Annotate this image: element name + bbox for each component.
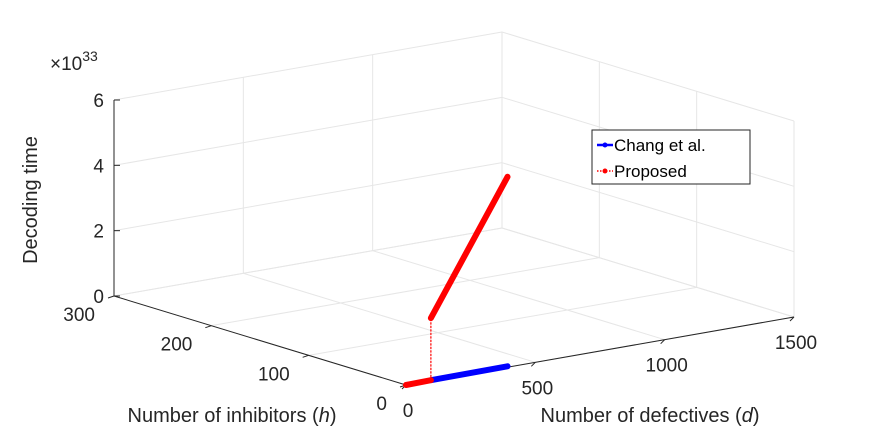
y-tick-label: 0 bbox=[376, 394, 387, 415]
x-axis-label: Number of defectives (d) bbox=[541, 405, 760, 427]
z-tick-label: 6 bbox=[93, 91, 104, 112]
y-tick-mark bbox=[107, 295, 115, 299]
grid-line bbox=[113, 31, 503, 101]
legend: Chang et al. Proposed bbox=[591, 129, 751, 185]
x-tick-label: 1500 bbox=[775, 333, 817, 354]
legend-marker-proposed bbox=[602, 168, 608, 174]
grid-line bbox=[113, 162, 503, 232]
legend-marker-chang bbox=[602, 142, 608, 148]
grid-line bbox=[501, 162, 795, 253]
x-tick-mark bbox=[789, 316, 795, 322]
x-tick-label: 0 bbox=[403, 401, 414, 422]
legend-label-proposed: Proposed bbox=[614, 162, 687, 181]
x-tick-mark bbox=[530, 361, 536, 367]
series-line bbox=[427, 173, 511, 322]
y-tick-mark bbox=[205, 325, 212, 329]
grid-line bbox=[501, 31, 795, 122]
y-axis-line bbox=[113, 295, 407, 386]
legend-box bbox=[591, 129, 751, 185]
grid-line bbox=[113, 96, 503, 166]
y-axis-label: Number of inhibitors (h) bbox=[128, 405, 337, 427]
series-line bbox=[427, 363, 511, 384]
z-axis-label: Decoding time bbox=[20, 136, 42, 264]
series-line bbox=[403, 377, 434, 388]
grid-line bbox=[372, 250, 665, 341]
grid bbox=[113, 31, 795, 386]
x-tick-mark bbox=[660, 339, 666, 345]
y-tick-label: 300 bbox=[63, 305, 95, 326]
z-tick-label: 0 bbox=[93, 287, 104, 308]
grid-line bbox=[211, 257, 600, 327]
grid-line bbox=[308, 286, 697, 356]
y-tick-label: 100 bbox=[258, 364, 290, 385]
grid-line bbox=[243, 272, 536, 363]
data-series bbox=[403, 173, 511, 388]
grid-line bbox=[501, 227, 795, 318]
z-exponent-label: ×1033 bbox=[50, 48, 98, 75]
y-tick-mark bbox=[302, 354, 309, 358]
grid-line bbox=[113, 227, 503, 297]
z-tick-label: 4 bbox=[93, 156, 104, 177]
x-tick-label: 500 bbox=[521, 378, 553, 399]
legend-label-chang: Chang et al. bbox=[614, 136, 706, 155]
y-tick-label: 200 bbox=[161, 335, 193, 356]
z-tick-label: 2 bbox=[93, 222, 104, 243]
x-tick-label: 1000 bbox=[646, 356, 688, 377]
